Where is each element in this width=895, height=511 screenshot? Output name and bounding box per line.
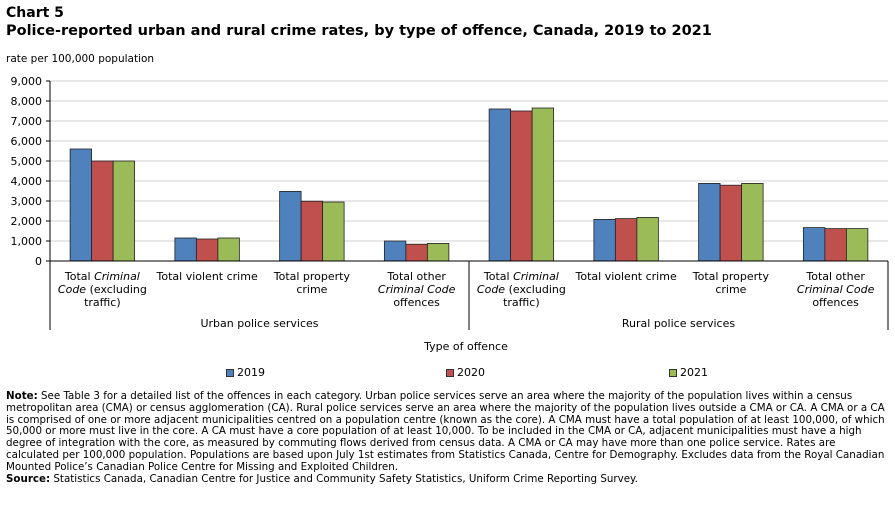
bar-2021 [636,216,659,262]
bar-2019 [698,182,721,262]
category-label: Total violent crime [156,270,258,283]
bar-2019 [802,227,826,262]
bar-2019 [488,108,512,262]
bar-2021 [741,182,764,262]
legend-label-2021: 2021 [680,366,708,379]
bar-2021 [845,228,869,262]
category-label: Total violent crime [575,270,677,283]
y-tick-label: 4,000 [11,175,43,188]
group-label: Urban police services [200,317,318,330]
source-text: Statistics Canada, Canadian Centre for J… [50,472,638,485]
legend-swatch-2021 [669,368,677,377]
bar-2020 [510,110,533,262]
legend-item-2019: 2019 [226,366,265,379]
y-tick-label: 8,000 [11,95,43,108]
y-tick-label: 5,000 [11,155,43,168]
y-tick-label: 0 [35,255,42,268]
bar-2021 [322,201,345,262]
legend-item-2021: 2021 [669,366,708,379]
y-axis-label: rate per 100,000 population [6,53,155,65]
bar-2020 [824,228,847,262]
legend-swatch-2019 [226,368,234,377]
y-tick-labels: 0 1,000 2,000 3,000 4,000 5,000 6,000 7,000 8,00… [11,75,43,268]
chart-number: Chart 5 [6,5,64,21]
y-tick-label: 1,000 [11,235,43,248]
legend-item-2020: 2020 [446,366,485,379]
bar-2020 [405,243,428,262]
category-label: Total property crime [273,270,351,296]
group-label: Rural police services [622,317,735,330]
y-tick-label: 6,000 [11,135,43,148]
y-tick-label: 3,000 [11,195,43,208]
note-label: Note: [6,390,38,402]
bar-2020 [195,238,219,262]
bar-2021 [426,242,450,262]
bar-chart: 0 1,000 2,000 3,000 4,000 5,000 6,000 7,000 8,00… [11,75,889,353]
bars [69,107,869,262]
category-label: Total property crime [692,270,770,296]
chart-title: Police-reported urban and rural crime ra… [6,23,712,39]
bar-2019 [174,237,197,262]
bar-2020 [91,160,114,262]
category-label: Total other Criminal Code offences [378,270,456,309]
category-label: Total Criminal Code (excluding traffic) [477,270,566,309]
y-tick-label: 7,000 [11,115,43,128]
bar-2021 [217,237,240,262]
bar-2019 [69,148,93,262]
y-tick-label: 2,000 [11,215,43,228]
bar-2020 [614,218,638,262]
x-category-labels: Total Criminal Code (excluding traffic) Tot… [58,270,875,309]
category-label: Total Criminal Code (excluding traffic) [58,270,147,309]
legend-label-2019: 2019 [237,366,265,379]
bar-2020 [719,184,743,262]
axes [49,81,889,330]
gridlines [46,80,888,262]
y-tick-label: 9,000 [11,75,43,88]
x-axis-title: Type of offence [423,340,508,353]
bar-2021 [112,160,136,262]
legend-swatch-2020 [446,368,454,377]
notes-block: Note: See Table 3 for a detailed list of… [6,390,886,485]
bar-2019 [279,190,302,262]
source-label: Source: [6,472,51,485]
bar-2021 [531,107,555,262]
group-labels: Urban police services Rural police servic… [200,317,735,330]
note-text: See Table 3 for a detailed list of the o… [6,390,885,473]
category-label: Total other Criminal Code offences [797,270,875,309]
bar-2019 [383,240,407,262]
bar-2020 [300,200,324,262]
bar-2019 [593,218,616,262]
legend-label-2020: 2020 [457,366,485,379]
